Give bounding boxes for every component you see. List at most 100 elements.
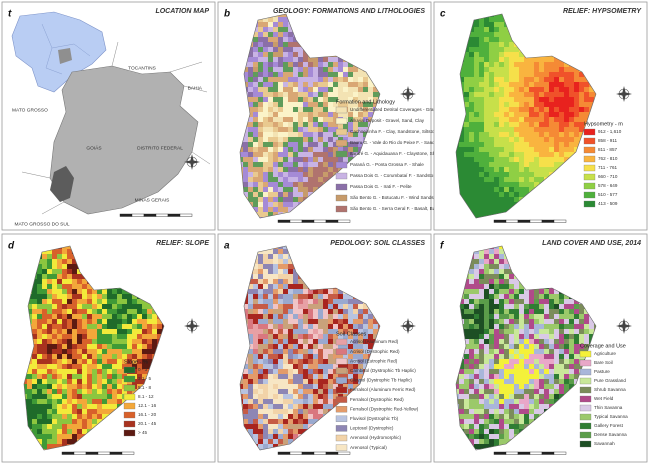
map-cell (283, 172, 288, 177)
map-cell (524, 72, 529, 77)
map-cell (77, 294, 82, 299)
map-cell (27, 384, 32, 389)
map-cell (142, 304, 147, 309)
panel-title: LOCATION MAP (155, 8, 209, 15)
map-cell (127, 344, 132, 349)
map-cell (549, 147, 554, 152)
map-cell (298, 177, 303, 182)
map-cell (489, 32, 494, 37)
map-cell (584, 117, 589, 122)
map-cell (338, 299, 343, 304)
map-cell (288, 177, 293, 182)
map-cell (358, 304, 363, 309)
map-cell (268, 42, 273, 47)
map-cell (273, 72, 278, 77)
map-cell (474, 212, 479, 217)
map-cell (469, 127, 474, 132)
map-cell (298, 309, 303, 314)
map-cell (579, 117, 584, 122)
map-cell (308, 344, 313, 349)
map-cell (474, 102, 479, 107)
map-cell (248, 389, 253, 394)
map-cell (57, 324, 62, 329)
map-cell (323, 319, 328, 324)
scale-bar (529, 219, 543, 223)
map-cell (57, 289, 62, 294)
map-cell (579, 112, 584, 117)
map-cell (363, 117, 368, 122)
map-cell (298, 384, 303, 389)
map-cell (52, 334, 57, 339)
map-cell (62, 389, 67, 394)
map-cell (464, 137, 469, 142)
legend-label: São Bento G. - Botucatu F. - Wind Sandst… (350, 195, 443, 200)
map-cell (313, 112, 318, 117)
map-cell (263, 279, 268, 284)
map-cell (293, 87, 298, 92)
map-cell (353, 97, 358, 102)
map-cell (308, 167, 313, 172)
map-cell (273, 284, 278, 289)
map-cell (62, 399, 67, 404)
map-cell (554, 67, 559, 72)
map-cell (288, 329, 293, 334)
map-cell (278, 117, 283, 122)
map-cell (288, 132, 293, 137)
map-cell (313, 122, 318, 127)
map-cell (57, 389, 62, 394)
map-cell (353, 364, 358, 369)
map-cell (102, 304, 107, 309)
map-cell (47, 384, 52, 389)
map-cell (353, 309, 358, 314)
map-cell (47, 364, 52, 369)
map-cell (544, 82, 549, 87)
map-cell (137, 364, 142, 369)
map-cell (248, 309, 253, 314)
map-cell (67, 394, 72, 399)
map-cell (258, 304, 263, 309)
map-cell (278, 57, 283, 62)
map-cell (87, 309, 92, 314)
map-cell (509, 77, 514, 82)
map-cell (253, 182, 258, 187)
map-cell (534, 57, 539, 62)
map-cell (499, 62, 504, 67)
map-cell (278, 157, 283, 162)
map-cell (37, 269, 42, 274)
map-cell (479, 202, 484, 207)
map-cell (263, 274, 268, 279)
map-cell (464, 172, 469, 177)
map-cell (524, 112, 529, 117)
map-cell (318, 62, 323, 67)
map-cell (47, 304, 52, 309)
map-cell (323, 314, 328, 319)
map-cell (62, 324, 67, 329)
map-cell (137, 359, 142, 364)
map-cell (489, 187, 494, 192)
map-cell (469, 137, 474, 142)
map-cell (258, 57, 263, 62)
map-cell (469, 152, 474, 157)
map-cell (504, 92, 509, 97)
map-cell (87, 409, 92, 414)
map-cell (333, 112, 338, 117)
study-area-outline (23, 245, 165, 451)
map-cell (584, 92, 589, 97)
map-cell (303, 137, 308, 142)
map-cell (554, 152, 559, 157)
map-cell (554, 87, 559, 92)
map-cell (298, 374, 303, 379)
map-cell (283, 152, 288, 157)
map-cell (42, 429, 47, 434)
map-cell (303, 192, 308, 197)
map-cell (348, 147, 353, 152)
map-cell (117, 304, 122, 309)
map-cell (67, 359, 72, 364)
map-cell (333, 334, 338, 339)
map-cell (549, 62, 554, 67)
map-cell (504, 177, 509, 182)
map-cell (358, 319, 363, 324)
map-cell (363, 112, 368, 117)
map-cell (258, 444, 263, 449)
map-cell (484, 42, 489, 47)
